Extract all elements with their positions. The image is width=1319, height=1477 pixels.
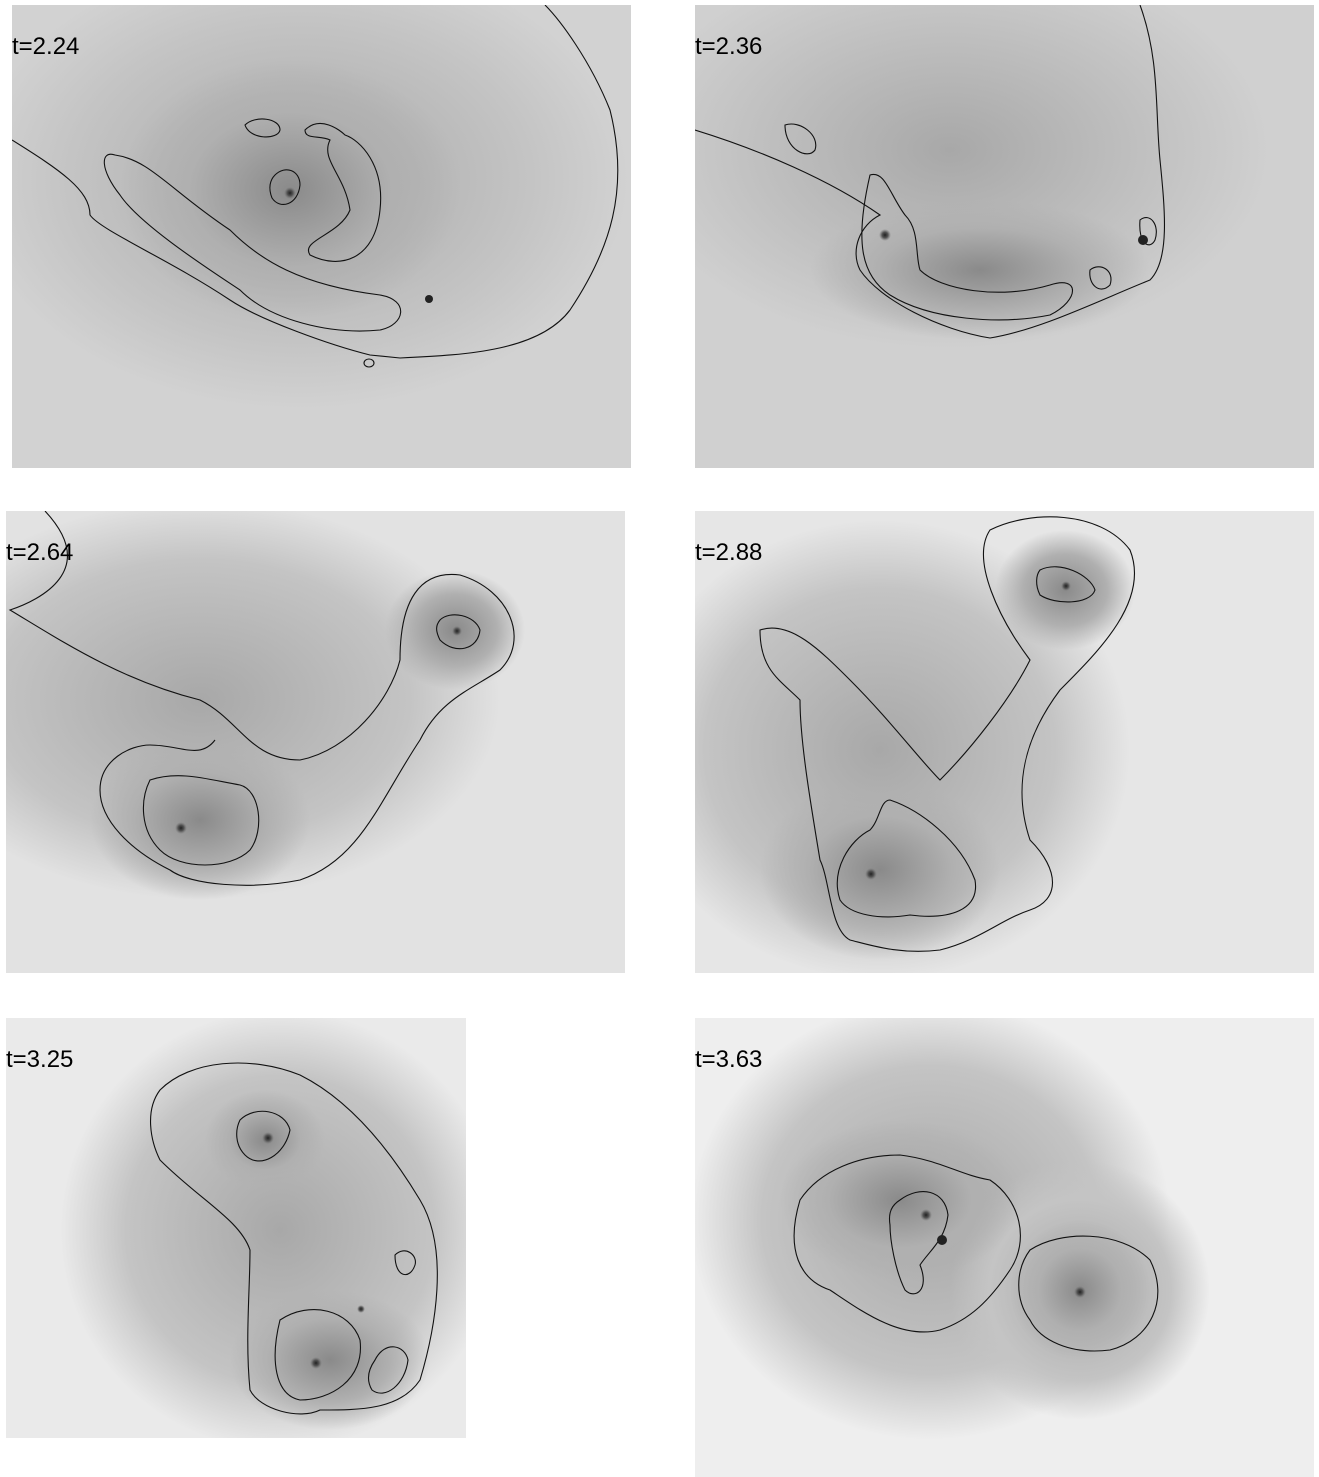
figure: t=2.24 t=2.36 t=2.64 bbox=[0, 0, 1319, 1477]
panel-label: t=2.64 bbox=[6, 539, 73, 566]
panel-label: t=3.25 bbox=[6, 1046, 73, 1073]
panel-label: t=2.88 bbox=[695, 539, 762, 566]
panel: t=2.36 bbox=[630, 0, 1314, 468]
panel: t=3.25 bbox=[6, 1010, 500, 1450]
panel-label: t=2.24 bbox=[12, 33, 79, 60]
panel-label: t=3.63 bbox=[695, 1046, 762, 1073]
panel: t=2.24 bbox=[0, 0, 631, 468]
panel: t=3.63 bbox=[690, 1000, 1314, 1477]
panel-label: t=2.36 bbox=[695, 33, 762, 60]
panel: t=2.64 bbox=[0, 500, 625, 973]
panel: t=2.88 bbox=[630, 511, 1314, 980]
